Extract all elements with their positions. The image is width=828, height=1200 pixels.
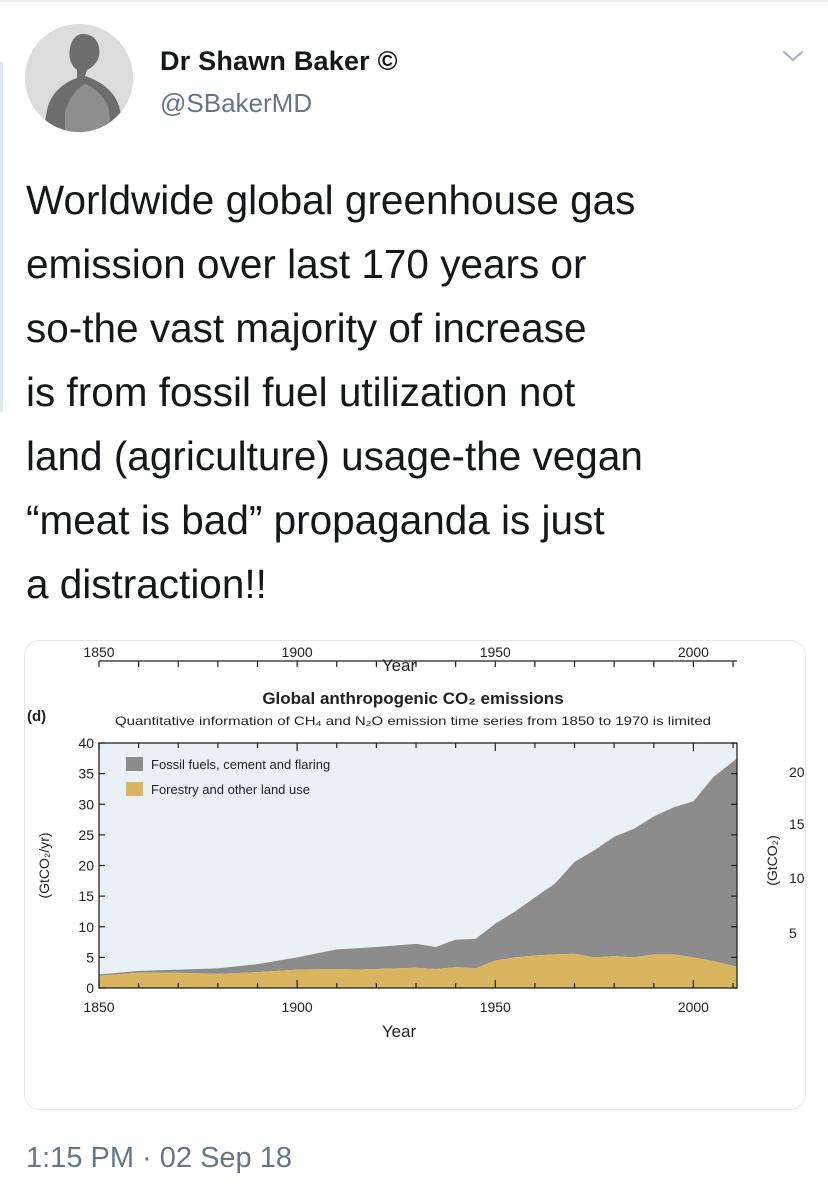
tweet-text-line: emission over last 170 years or [26, 241, 587, 287]
y-tick-label: 20 [78, 858, 94, 874]
x-tick-label: 1850 [83, 999, 114, 1015]
tweet-media-image[interactable]: 0 5 10 15 20 25 30 35 40 1850 1900 1950 2000 Year 1850… [24, 640, 806, 1110]
top-panel-xlabel: Year [382, 656, 417, 675]
y-tick-label: 30 [78, 796, 94, 812]
top-panel-tick-label: 1850 [83, 644, 114, 660]
right-panel-ylabel: (GtCO₂) [764, 835, 780, 886]
area-fossil-fuels [99, 758, 737, 976]
x-axis-label: Year [382, 1022, 417, 1041]
legend-label: Fossil fuels, cement and flaring [151, 757, 330, 772]
right-panel-tick-label: 5 [789, 925, 797, 941]
y-tick-label: 15 [78, 888, 94, 904]
avatar[interactable] [25, 24, 133, 132]
y-tick-label: 40 [78, 735, 94, 751]
y-tick-label: 5 [86, 949, 94, 965]
top-panel-tick-label: 2000 [678, 644, 709, 660]
y-tick-label: 0 [86, 980, 94, 996]
tweet-text-line: a distraction!! [26, 561, 267, 607]
chevron-down-icon[interactable] [781, 48, 805, 64]
x-tick-label: 2000 [678, 999, 709, 1015]
emissions-chart: 0 5 10 15 20 25 30 35 40 1850 1900 1950 2000 Year 1850… [27, 644, 805, 1041]
right-panel-tick-label: 10 [789, 870, 805, 886]
legend-swatch [126, 757, 143, 771]
right-panel-tick-label: 15 [789, 816, 805, 832]
top-divider [0, 0, 828, 2]
panel-label: (d) [27, 708, 46, 725]
tweet-text-line: “meat is bad” propaganda is just [26, 497, 605, 543]
tweet-text-line: Worldwide global greenhouse gas [26, 177, 636, 223]
y-tick-label: 25 [78, 827, 94, 843]
author-handle[interactable]: @SBakerMD [160, 88, 313, 118]
chart-title: Global anthropogenic CO₂ emissions [262, 689, 563, 708]
author-name[interactable]: Dr Shawn Baker © [160, 46, 398, 76]
x-tick-label: 1900 [282, 999, 313, 1015]
chart-subtitle: Quantitative information of CH₄ and N₂O … [115, 714, 711, 728]
legend-label: Forestry and other land use [151, 782, 310, 797]
thread-line [0, 62, 3, 412]
top-panel-tick-label: 1950 [480, 644, 511, 660]
y-axis-label: (GtCO₂/yr) [36, 832, 52, 898]
x-tick-label: 1950 [480, 999, 511, 1015]
right-panel-tick-label: 20 [789, 764, 805, 780]
y-tick-label: 10 [78, 919, 94, 935]
tweet-text: Worldwide global greenhouse gas emission… [26, 168, 816, 616]
avatar-photo [25, 24, 133, 132]
tweet-text-line: is from fossil fuel utilization not [26, 369, 576, 415]
tweet-text-line: so-the vast majority of increase [26, 305, 587, 351]
tweet-text-line: land (agriculture) usage-the vegan [26, 433, 643, 479]
y-tick-label: 35 [78, 766, 94, 782]
legend-swatch [126, 782, 143, 796]
tweet-timestamp[interactable]: 1:15 PM · 02 Sep 18 [26, 1142, 292, 1174]
top-panel-tick-label: 1900 [282, 644, 313, 660]
area-land-use [99, 953, 737, 988]
